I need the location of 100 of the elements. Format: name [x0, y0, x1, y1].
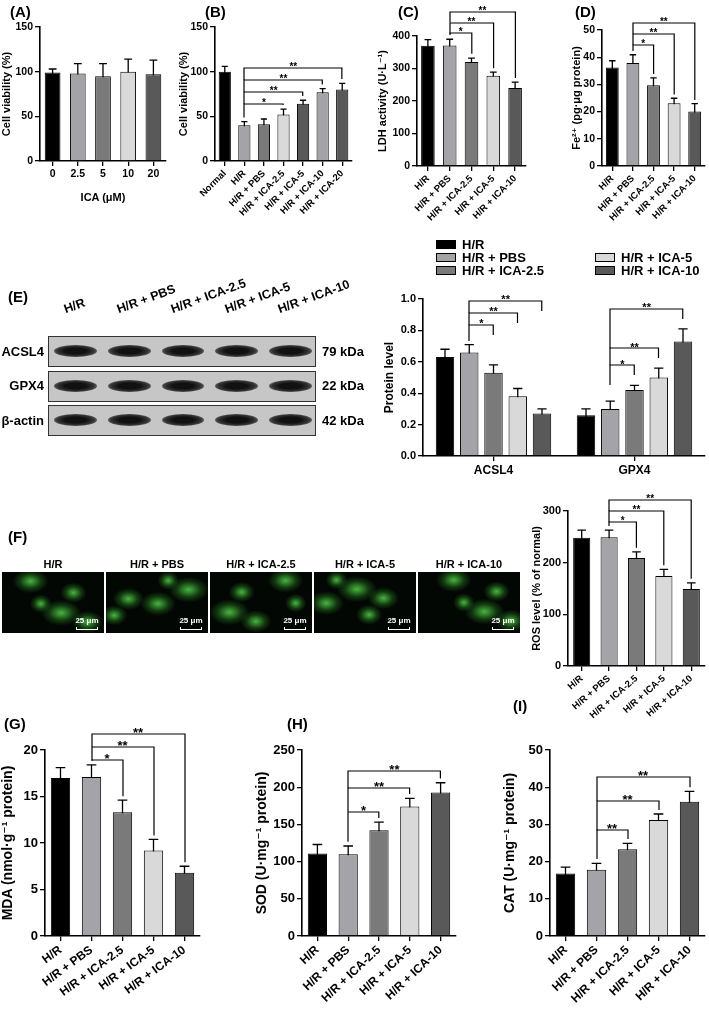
text: **: [132, 724, 144, 740]
chart-title: (A): [10, 3, 31, 21]
chart-title: (D): [575, 3, 596, 21]
annotation: *: [479, 316, 485, 329]
text: (F): [8, 528, 28, 546]
x-tick-label: 0: [49, 167, 56, 180]
y-tick-label: 0.2: [400, 417, 416, 430]
text: **: [478, 5, 487, 17]
y-tick-label: 0: [30, 927, 38, 943]
y-tick-label: 0: [589, 158, 596, 171]
y-tick-label: 0.4: [400, 386, 417, 399]
x-tick-label: H/R: [297, 942, 322, 967]
y-tick-label: 50: [583, 22, 596, 35]
legend-label: H/R: [462, 237, 485, 252]
x-tick-label: H/R: [565, 672, 585, 692]
y-tick-label: 1.0: [400, 292, 416, 305]
y-tick-label: 15: [23, 788, 38, 804]
y-tick-label: 100: [273, 853, 295, 869]
legend-label: H/R + ICA-2.5: [462, 263, 544, 278]
y-tick-label: 0: [287, 927, 295, 943]
category-label: GPX4: [9, 378, 44, 393]
y-tick-label: 150: [273, 815, 295, 831]
text: **: [646, 493, 655, 505]
y-axis-title: SOD (U·mg⁻¹ protein): [253, 771, 270, 915]
category-label: 22 kDa: [322, 378, 364, 393]
y-tick-label: 300: [542, 504, 561, 517]
annotation: **: [269, 85, 278, 97]
y-tick-label: 0: [404, 158, 411, 171]
y-tick-label: 50: [21, 109, 34, 122]
x-tick-label: H/R: [596, 172, 616, 192]
text: 25 μm: [178, 616, 204, 626]
y-axis-title: CAT (U·mg⁻¹ protein): [501, 772, 518, 914]
text: 25 μm: [386, 616, 412, 626]
annotation: **: [642, 301, 652, 314]
chart-title: (C): [398, 3, 419, 21]
y-tick-label: 0: [554, 659, 561, 672]
text: 25 μm: [282, 616, 308, 626]
chart-title: (I): [513, 697, 528, 715]
y-tick-label: 200: [273, 778, 295, 794]
annotation: **: [501, 292, 511, 305]
x-tick-label: 5: [100, 167, 107, 180]
chart-title: (G): [4, 715, 26, 733]
y-axis-title: MDA (nmol·g⁻¹ protein): [0, 765, 16, 921]
category-label: H/R + ICA-5: [333, 558, 397, 571]
category-label: 42 kDa: [322, 412, 364, 428]
y-tick-label: 0.0: [400, 449, 416, 462]
chart-title: (H): [287, 715, 308, 733]
annotation: *: [261, 97, 266, 109]
y-tick-label: 0: [535, 927, 543, 943]
y-axis-title: Protein level: [381, 341, 396, 414]
y-tick-label: 40: [583, 50, 596, 63]
annotation: **: [630, 340, 640, 353]
category-label: H/R + ICA-2.5: [225, 558, 297, 571]
annotation: **: [622, 791, 634, 807]
y-tick-label: 30: [583, 77, 596, 90]
category-label: 79 kDa: [322, 343, 364, 359]
x-tick-label: 2.5: [70, 167, 86, 180]
annotation: **: [373, 779, 385, 795]
y-tick-label: 0: [202, 153, 209, 166]
y-tick-label: 100: [542, 607, 561, 620]
x-tick-label: H/R: [228, 167, 248, 187]
y-tick-label: 20: [23, 741, 38, 757]
y-tick-label: 250: [273, 741, 295, 757]
x-tick-label: H/R: [545, 942, 571, 968]
y-tick-label: 10: [583, 131, 596, 144]
y-tick-label: 100: [190, 64, 209, 77]
annotation: *: [620, 515, 625, 527]
annotation: *: [620, 357, 626, 370]
legend-label: H/R + PBS: [462, 250, 526, 265]
category-label: H/R + ICA-10: [434, 558, 504, 571]
annotation: **: [632, 504, 641, 516]
chart-title: (B): [205, 3, 226, 21]
y-tick-label: 10: [23, 834, 38, 850]
y-tick-label: 50: [280, 890, 295, 906]
y-tick-label: 50: [196, 109, 209, 122]
x-tick-label: 10: [122, 167, 135, 180]
y-tick-label: 5: [30, 881, 38, 897]
y-tick-label: 100: [15, 64, 34, 77]
annotation: *: [361, 803, 368, 819]
annotation: *: [104, 750, 111, 766]
annotation: *: [458, 26, 463, 38]
y-tick-label: 0.8: [400, 323, 416, 336]
annotation: *: [641, 37, 646, 49]
y-axis-title: Cell viability (%): [176, 51, 189, 137]
text: **: [659, 15, 668, 27]
annotation: **: [279, 73, 288, 85]
x-tick-label: 20: [147, 167, 160, 180]
legend-label: H/R + ICA-5: [621, 250, 693, 265]
annotation: **: [117, 737, 129, 753]
y-tick-label: 150: [190, 19, 209, 32]
y-tick-label: 300: [392, 61, 411, 74]
y-axis-title: LDH activity (U·L⁻¹): [375, 49, 388, 152]
y-tick-label: 40: [528, 778, 543, 794]
x-tick-label: H/R: [411, 172, 432, 192]
text: (E): [8, 288, 28, 306]
category-label: H/R: [61, 295, 88, 317]
category-label: H/R: [42, 558, 64, 571]
y-tick-label: 30: [528, 815, 543, 831]
x-axis-title: ICA (μM): [80, 191, 126, 204]
category-label: H/R + PBS: [128, 558, 186, 571]
